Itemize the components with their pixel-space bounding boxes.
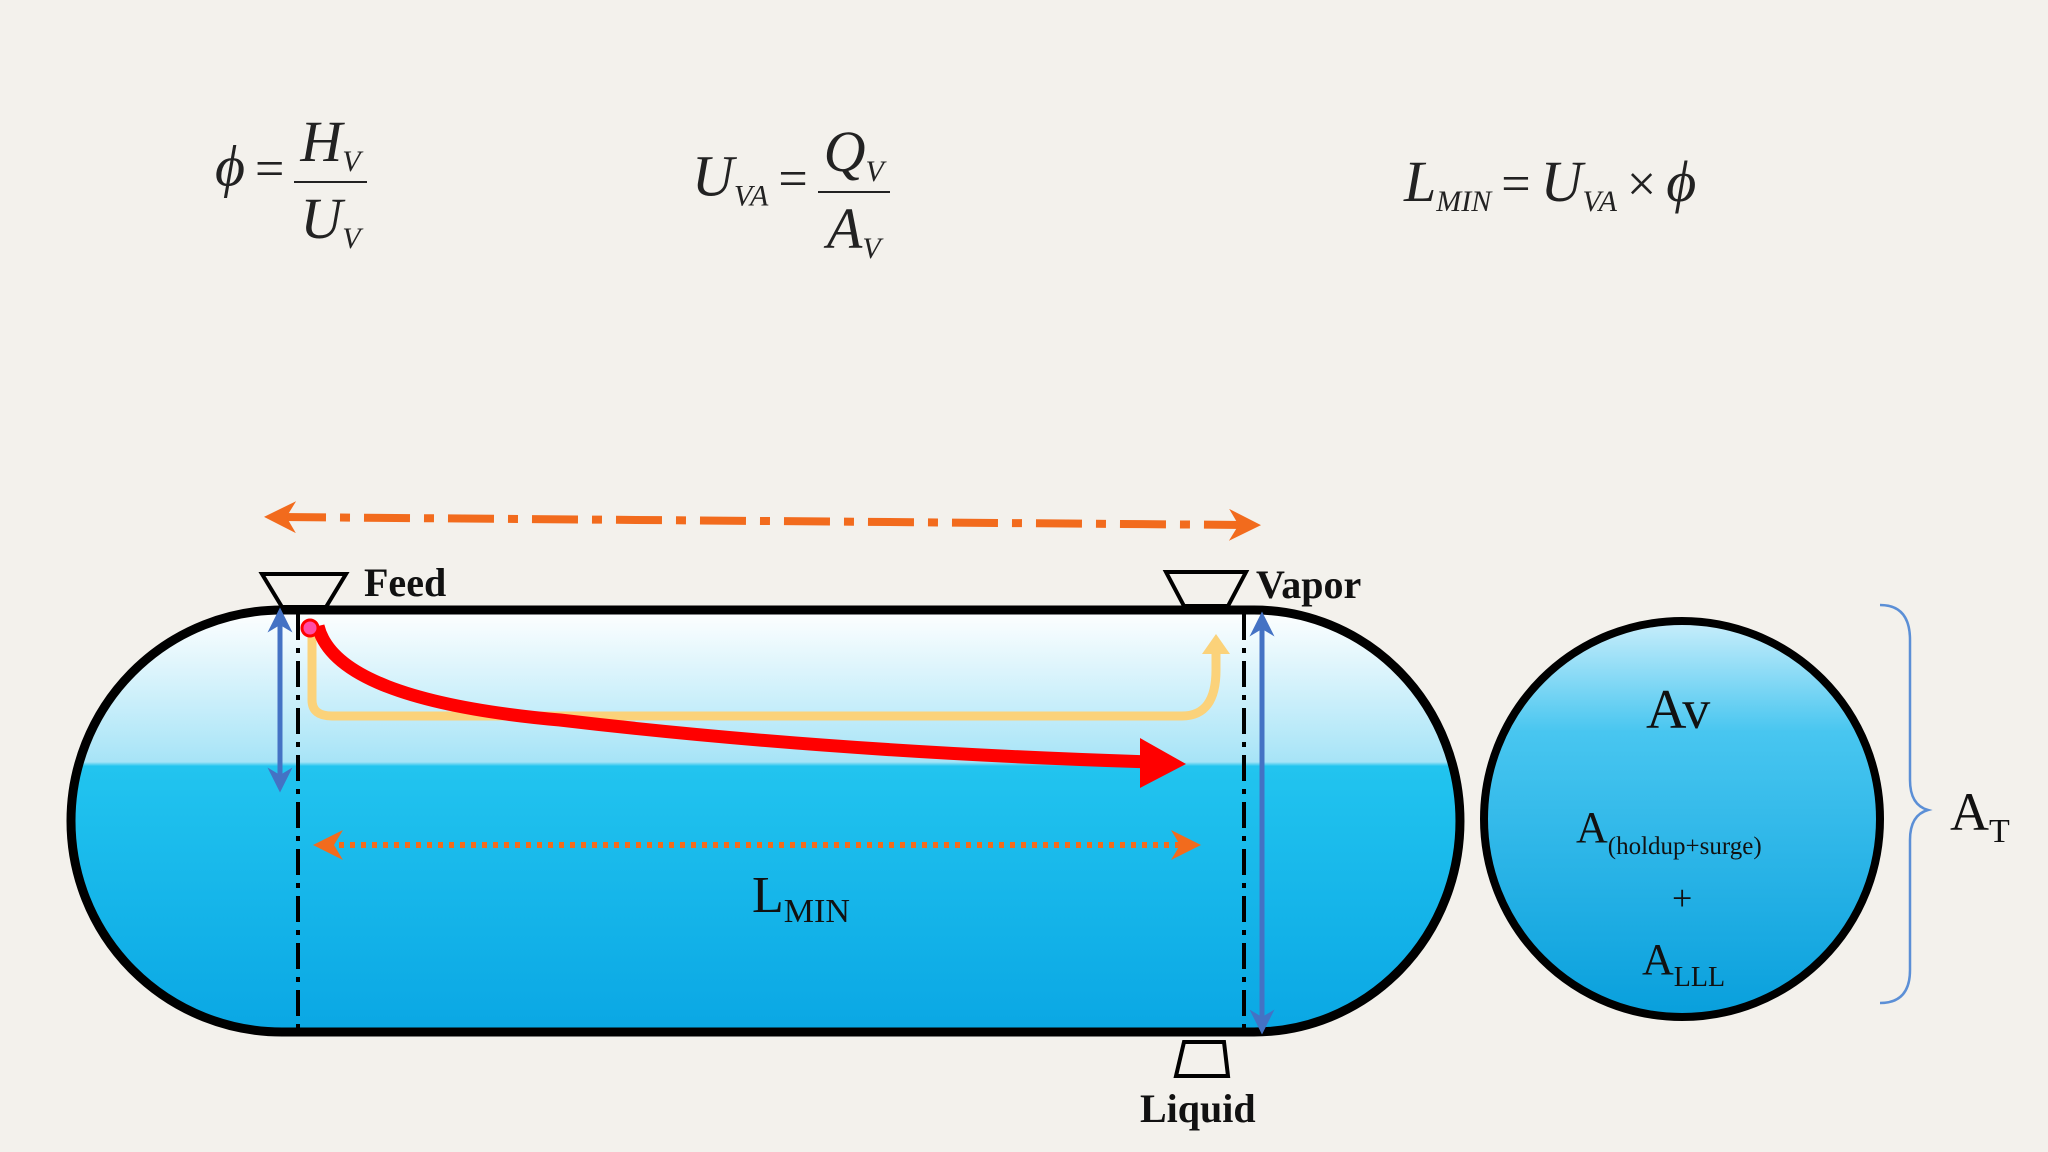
- phi-symbol: ϕ: [215, 133, 246, 199]
- lmin-label: LMIN: [752, 867, 850, 930]
- total-area-brace: [1879, 603, 1933, 1005]
- a-holdup-surge-label: A(holdup+surge): [1576, 803, 1762, 860]
- vapor-label: Vapor: [1256, 562, 1361, 607]
- liquid-nozzle: [1173, 1040, 1231, 1078]
- length-dimension-arrow: [264, 501, 1261, 541]
- fraction-qv-over-av: QV AV: [817, 118, 890, 266]
- vapor-flow-arrowhead: [1202, 634, 1230, 654]
- equation-uva: UVA = QV AV: [692, 118, 890, 266]
- feed-label: Feed: [364, 560, 446, 605]
- equals-sign: =: [1501, 156, 1531, 213]
- liquid-label: Liquid: [1140, 1086, 1256, 1131]
- vapor-flow-path: [307, 632, 1221, 721]
- feed-nozzle: [258, 572, 350, 609]
- droplet-arrowhead: [1140, 738, 1186, 788]
- a-total-label: AT: [1950, 782, 2010, 850]
- a-lll-label: ALLL: [1642, 935, 1725, 993]
- equals-sign: =: [255, 140, 285, 198]
- equation-lmin: LMIN = UVA × ϕ: [1404, 149, 1697, 218]
- cross-section-circle: [1480, 617, 1884, 1021]
- times-sign: ×: [1626, 156, 1657, 213]
- av-label: Av: [1646, 679, 1710, 741]
- droplet-origin: [300, 618, 320, 638]
- fraction-hv-over-uv: HV UV: [294, 108, 367, 256]
- vapor-nozzle: [1162, 570, 1250, 608]
- equals-sign: =: [778, 150, 808, 208]
- equation-phi: ϕ = HV UV: [215, 108, 367, 256]
- plus-label: +: [1672, 878, 1692, 918]
- droplet-settling-path: [311, 624, 1153, 769]
